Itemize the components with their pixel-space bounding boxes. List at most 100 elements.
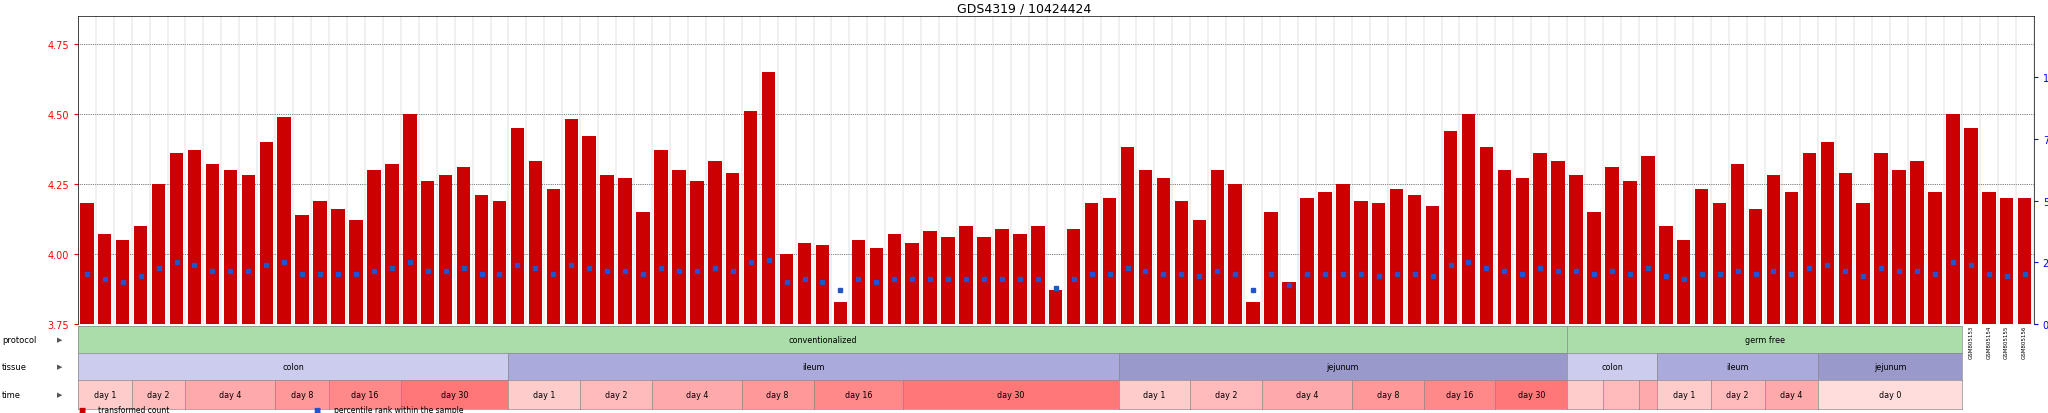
Text: colon: colon	[283, 362, 303, 371]
Text: day 1: day 1	[1673, 390, 1696, 399]
Bar	[780, 254, 793, 324]
Bar	[1587, 212, 1602, 324]
Text: ▶: ▶	[57, 392, 63, 397]
Bar	[977, 237, 991, 324]
Bar	[152, 184, 166, 324]
Text: ▶: ▶	[57, 337, 63, 343]
Bar	[260, 142, 272, 324]
Bar	[1624, 182, 1636, 324]
Bar	[600, 176, 614, 324]
Bar	[1229, 184, 1241, 324]
Text: percentile rank within the sample: percentile rank within the sample	[334, 405, 463, 413]
Text: GDS4319 / 10424424: GDS4319 / 10424424	[956, 2, 1092, 15]
Text: jejunum: jejunum	[1327, 362, 1360, 371]
Text: day 2: day 2	[1726, 390, 1749, 399]
Bar	[403, 114, 416, 324]
Text: day 1: day 1	[532, 390, 555, 399]
Text: conventionalized: conventionalized	[788, 335, 856, 344]
Bar	[1712, 204, 1726, 324]
Bar	[547, 190, 559, 324]
Bar	[205, 165, 219, 324]
Bar	[870, 249, 883, 324]
Bar	[1192, 221, 1206, 324]
Text: jejunum: jejunum	[1874, 362, 1907, 371]
Bar	[1391, 190, 1403, 324]
Bar	[727, 173, 739, 324]
Bar	[1802, 154, 1817, 324]
Bar	[1157, 179, 1169, 324]
Text: transformed count: transformed count	[98, 405, 170, 413]
Bar	[1946, 114, 1960, 324]
Bar	[958, 226, 973, 324]
Bar	[2001, 198, 2013, 324]
Bar	[1264, 212, 1278, 324]
Text: tissue: tissue	[2, 362, 27, 371]
Bar	[80, 204, 94, 324]
Text: day 2: day 2	[604, 390, 627, 399]
Bar	[1067, 229, 1081, 324]
Bar	[385, 165, 399, 324]
Bar	[117, 240, 129, 324]
Bar	[1767, 176, 1780, 324]
Bar	[815, 246, 829, 324]
Bar	[1444, 131, 1458, 324]
Bar	[995, 229, 1010, 324]
Bar	[1874, 154, 1888, 324]
Bar	[1534, 154, 1546, 324]
Bar	[762, 72, 776, 324]
Bar	[1300, 198, 1313, 324]
Bar	[1335, 184, 1350, 324]
Bar	[852, 240, 864, 324]
Bar	[332, 209, 344, 324]
Bar	[350, 221, 362, 324]
Bar	[1821, 142, 1835, 324]
Text: day 16: day 16	[844, 390, 872, 399]
Text: protocol: protocol	[2, 335, 37, 344]
Bar	[1372, 204, 1384, 324]
Text: ileum: ileum	[1726, 362, 1749, 371]
Bar	[924, 232, 936, 324]
Text: day 1: day 1	[94, 390, 117, 399]
Bar	[133, 226, 147, 324]
Text: day 2: day 2	[1214, 390, 1237, 399]
Bar	[1102, 198, 1116, 324]
Bar	[942, 237, 954, 324]
Text: day 16: day 16	[352, 390, 379, 399]
Text: germ free: germ free	[1745, 335, 1784, 344]
Bar	[637, 212, 649, 324]
Bar	[1640, 157, 1655, 324]
Bar	[834, 302, 848, 324]
Bar	[1319, 193, 1331, 324]
Bar	[1479, 148, 1493, 324]
Bar	[1552, 162, 1565, 324]
Bar	[1014, 235, 1026, 324]
Bar	[1497, 170, 1511, 324]
Bar	[223, 170, 238, 324]
Text: day 30: day 30	[440, 390, 469, 399]
Bar	[1462, 114, 1475, 324]
Bar	[887, 235, 901, 324]
Bar	[1569, 176, 1583, 324]
Text: day 2: day 2	[147, 390, 170, 399]
Bar	[1030, 226, 1044, 324]
Bar	[1696, 190, 1708, 324]
Text: time: time	[2, 390, 20, 399]
Bar	[494, 201, 506, 324]
Bar	[367, 170, 381, 324]
Bar	[2017, 198, 2032, 324]
Text: day 1: day 1	[1143, 390, 1165, 399]
Bar	[1911, 162, 1923, 324]
Bar	[1749, 209, 1761, 324]
Bar	[1516, 179, 1530, 324]
Bar	[295, 215, 309, 324]
Bar	[1982, 193, 1995, 324]
Bar	[1677, 240, 1690, 324]
Bar	[1839, 173, 1851, 324]
Text: day 16: day 16	[1446, 390, 1473, 399]
Bar	[653, 151, 668, 324]
Bar	[170, 154, 182, 324]
Text: day 4: day 4	[686, 390, 709, 399]
Bar	[242, 176, 256, 324]
Bar	[510, 128, 524, 324]
Bar	[1049, 291, 1063, 324]
